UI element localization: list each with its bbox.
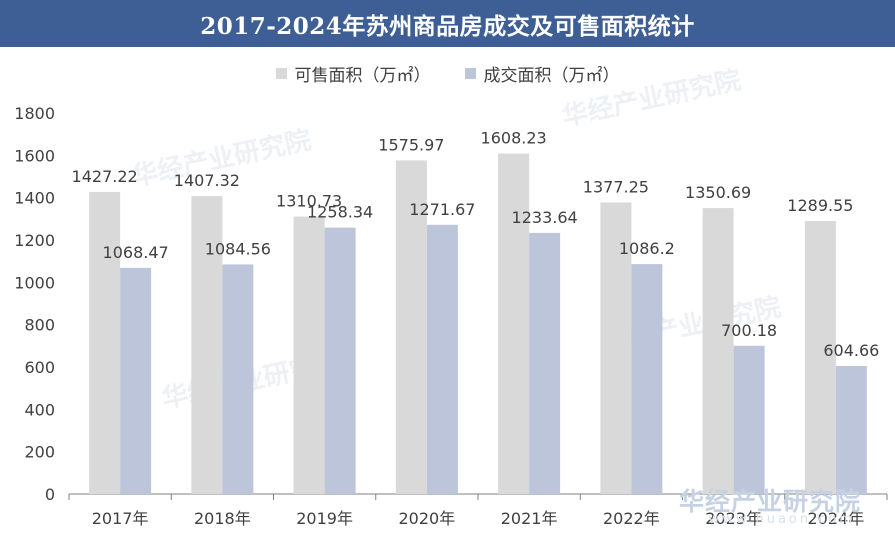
legend-item-sold: 成交面积（万㎡） (464, 61, 620, 86)
bar-sold (835, 366, 867, 494)
bar-available (293, 216, 325, 495)
bar-sold (222, 264, 254, 494)
x-tick-label: 2017年 (92, 509, 149, 528)
y-tick-label: 0 (45, 485, 55, 504)
bar-available (702, 208, 734, 494)
legend-swatch-sold (464, 67, 476, 79)
data-label-available: 1407.32 (174, 171, 240, 190)
data-label-sold: 1258.34 (307, 203, 373, 222)
data-label-sold: 1086.2 (619, 239, 675, 258)
data-label-available: 1575.97 (378, 135, 444, 154)
data-label-sold: 1271.67 (409, 200, 475, 219)
y-tick-label: 800 (24, 316, 55, 335)
watermark-logo-text: 华经产业研究院 (678, 487, 861, 516)
bar-sold (529, 232, 561, 495)
bar-sold (733, 345, 765, 494)
x-tick-label: 2023年 (705, 509, 762, 528)
data-label-available: 1377.25 (583, 177, 649, 196)
bar-sold (120, 267, 152, 494)
data-label-sold: 1084.56 (205, 239, 271, 258)
legend-item-available: 可售面积（万㎡） (275, 61, 431, 86)
y-tick-label: 1400 (14, 189, 55, 208)
bar-available (395, 160, 427, 494)
y-tick-label: 1200 (14, 231, 55, 250)
data-label-sold: 604.66 (823, 341, 879, 360)
bar-available (498, 153, 530, 495)
chart-title: 2017-2024年苏州商品房成交及可售面积统计 (200, 12, 695, 40)
data-label-sold: 1068.47 (103, 243, 169, 262)
chart-legend: 可售面积（万㎡） 成交面积（万㎡） (0, 58, 895, 88)
bar-available (191, 196, 223, 495)
x-tick-label: 2020年 (399, 509, 456, 528)
x-tick-label: 2024年 (808, 509, 865, 528)
y-tick-label: 1600 (14, 146, 55, 165)
x-tick-label: 2021年 (501, 509, 558, 528)
bar-sold (631, 264, 663, 494)
watermark-url: www.huaon.com (708, 512, 855, 527)
data-label-available: 1350.69 (685, 183, 751, 202)
bar-available (89, 191, 121, 495)
x-tick-label: 2022年 (603, 509, 660, 528)
y-tick-label: 1800 (14, 104, 55, 123)
y-tick-label: 400 (24, 400, 55, 419)
y-tick-label: 1000 (14, 273, 55, 292)
data-label-sold: 1233.64 (512, 208, 578, 227)
bar-available (600, 202, 632, 494)
data-label-available: 1608.23 (481, 129, 547, 148)
data-label-available: 1289.55 (787, 196, 853, 215)
bar-available (804, 221, 836, 494)
bar-sold (426, 224, 458, 495)
x-tick-label: 2019年 (296, 509, 353, 528)
legend-swatch-available (275, 67, 287, 79)
data-label-sold: 700.18 (721, 321, 777, 340)
legend-label-available: 可售面积（万㎡） (294, 65, 431, 86)
title-bar: 2017-2024年苏州商品房成交及可售面积统计 (0, 0, 895, 47)
legend-label-sold: 成交面积（万㎡） (483, 65, 620, 86)
y-tick-label: 200 (24, 443, 55, 462)
bar-sold (324, 227, 356, 494)
data-label-available: 1310.73 (276, 192, 342, 211)
y-tick-label: 600 (24, 358, 55, 377)
x-tick-label: 2018年 (194, 509, 251, 528)
data-label-available: 1427.22 (72, 167, 138, 186)
